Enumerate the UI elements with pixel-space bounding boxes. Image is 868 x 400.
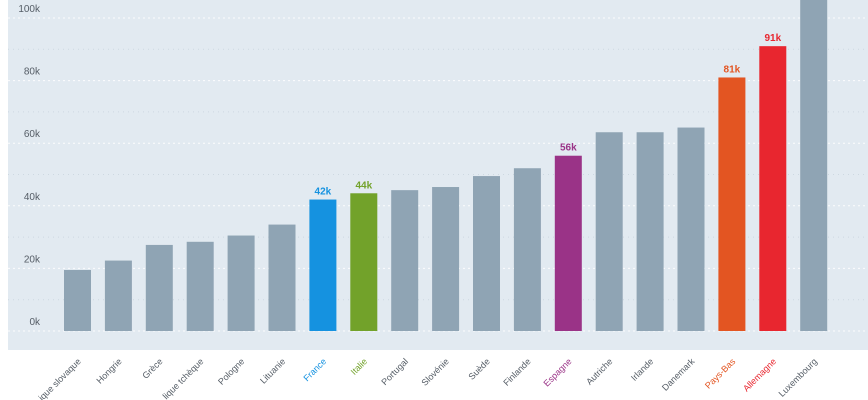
y-tick-label: 20k [24, 254, 41, 265]
x-tick-label: Autriche [584, 356, 614, 386]
x-tick-label: Grèce [140, 356, 164, 380]
y-tick-label: 60k [24, 129, 41, 140]
bar [595, 132, 623, 331]
bar [104, 260, 132, 331]
x-tick-label: Irlande [629, 356, 656, 383]
bar [309, 199, 337, 331]
x-tick-label: France [301, 356, 328, 383]
x-tick-label: Slovénie [420, 356, 451, 387]
x-tick-label: Espagne [542, 356, 574, 388]
x-tick-label: Portugal [379, 356, 410, 387]
y-tick-label: 100k [18, 4, 41, 15]
data-label: 44k [355, 180, 372, 191]
x-tick-label: Luxembourg [777, 356, 819, 398]
bar [513, 168, 541, 331]
bar [759, 46, 787, 332]
data-label: 42k [315, 187, 332, 198]
bar [718, 77, 746, 331]
x-tick-label: lique tchèque [161, 356, 206, 400]
x-tick-label: Pays-Bas [703, 356, 738, 391]
bar [227, 235, 255, 331]
bar [350, 193, 378, 331]
bar [391, 190, 419, 331]
x-tick-label: ique slovaque [37, 356, 83, 400]
data-label: 91k [764, 33, 781, 44]
x-tick-label: Hongrie [94, 356, 123, 385]
x-tick-label: Italie [349, 356, 370, 377]
x-tick-label: Pologne [216, 356, 246, 386]
data-label: 56k [560, 143, 577, 154]
bar [554, 155, 582, 331]
bar [677, 127, 705, 331]
bar [636, 132, 664, 331]
y-tick-label: 80k [24, 67, 41, 78]
bar [800, 0, 828, 331]
y-tick-label: 40k [24, 192, 41, 203]
x-tick-label: Allemagne [741, 356, 778, 393]
bar [64, 269, 91, 331]
bar [473, 176, 500, 331]
bar [145, 244, 173, 331]
bar [186, 241, 214, 331]
bar [268, 224, 296, 331]
y-tick-label: 0k [29, 317, 41, 328]
bar [432, 187, 460, 331]
x-tick-label: Lituanie [258, 356, 287, 385]
data-label: 81k [724, 64, 741, 75]
x-tick-label: Danemark [660, 356, 697, 393]
x-tick-label: Suède [466, 356, 491, 381]
x-tick-label: Finlande [501, 356, 532, 387]
